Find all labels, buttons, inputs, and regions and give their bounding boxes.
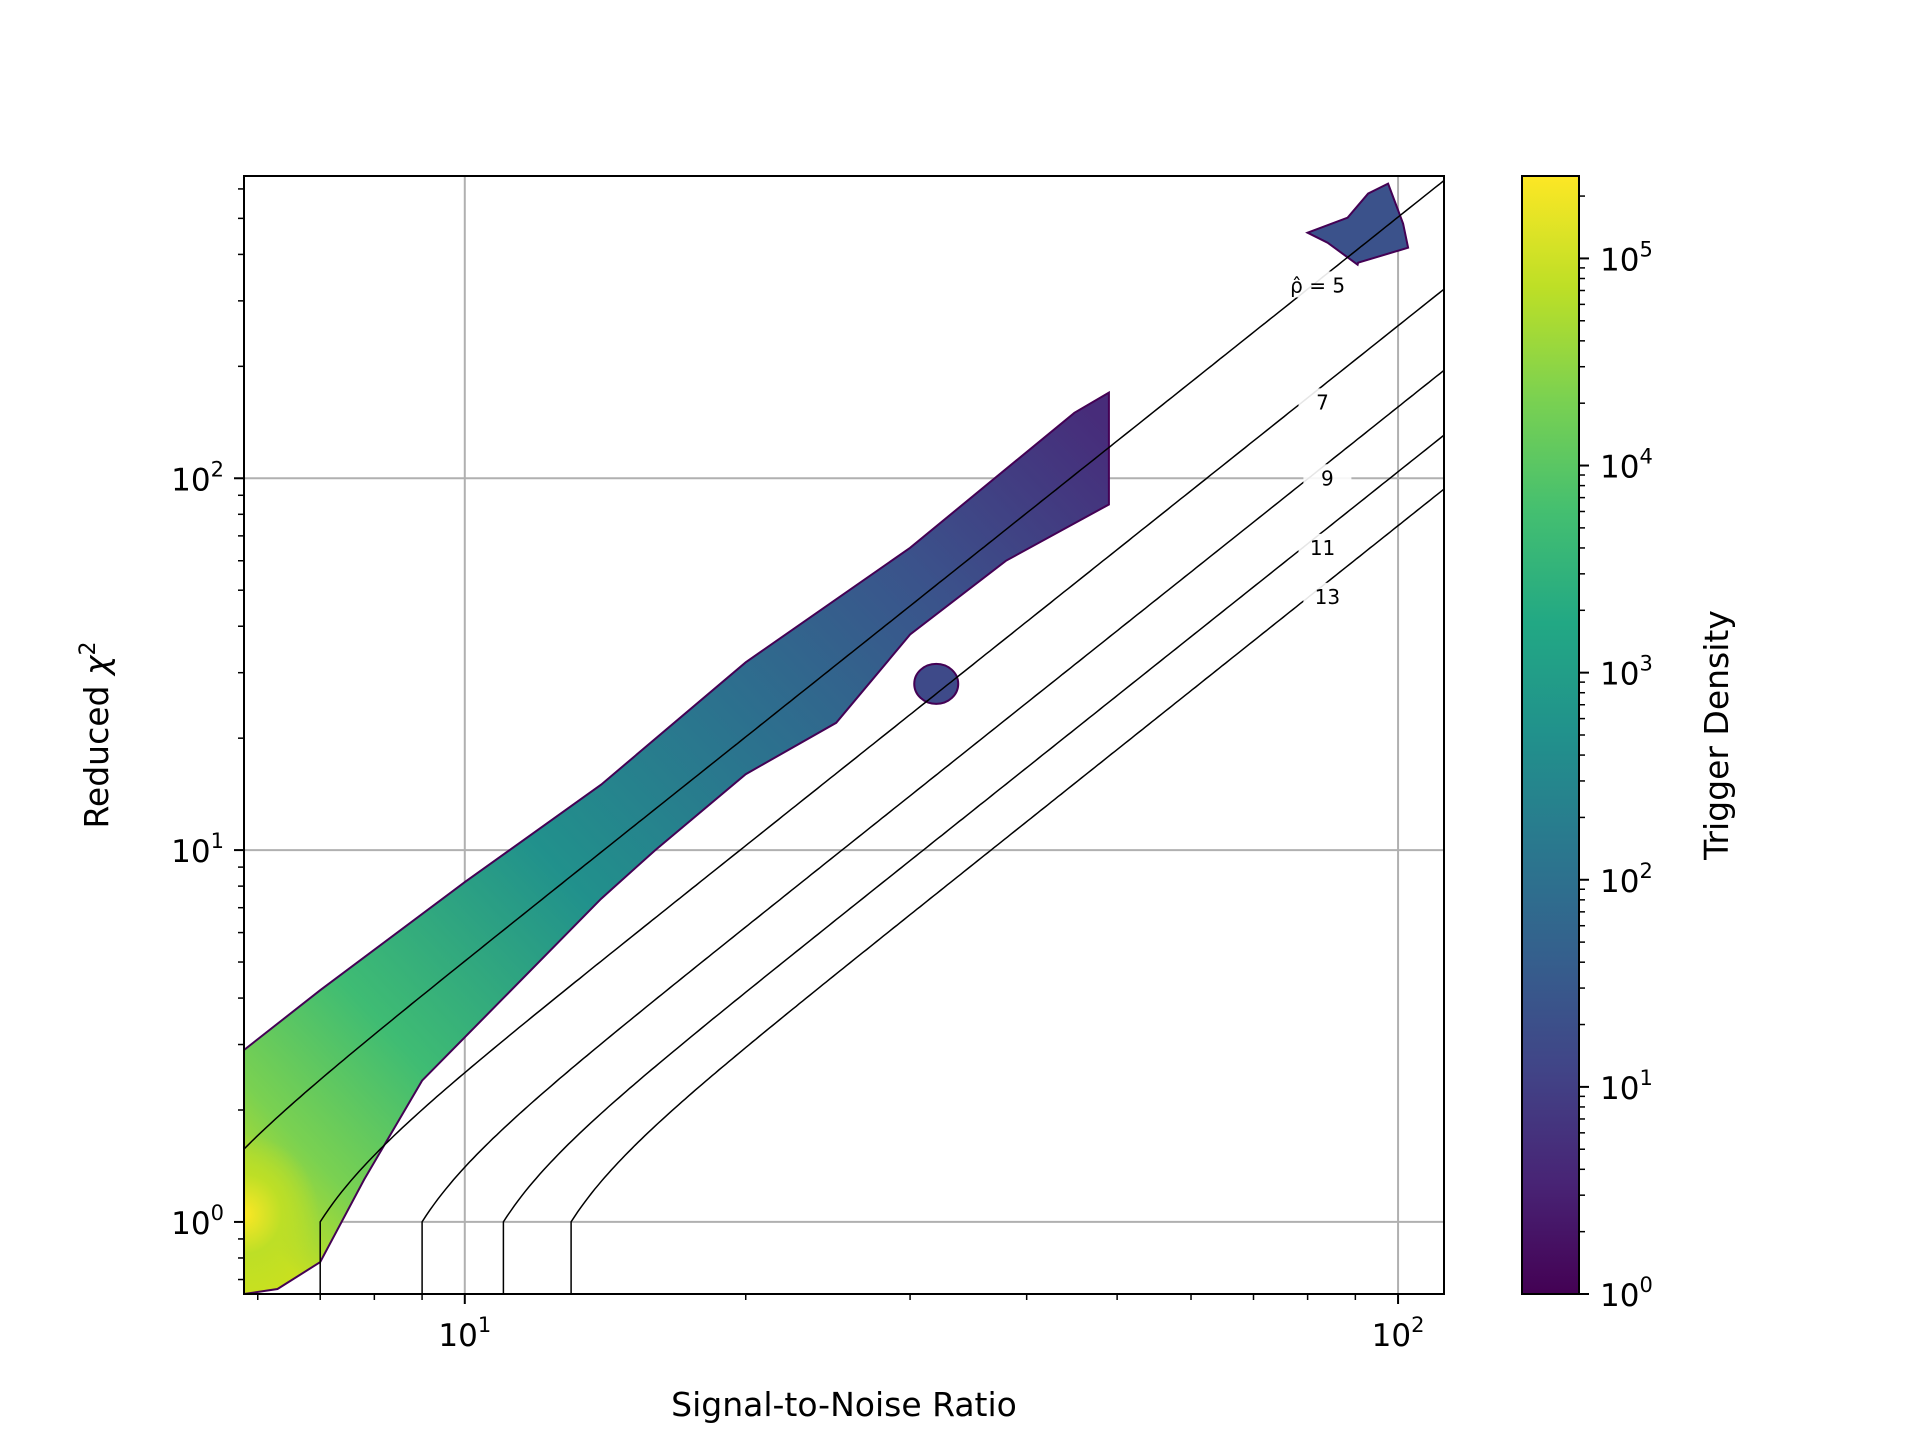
y-tick-label: 102 [171, 457, 224, 498]
density-map [244, 182, 1410, 1294]
plot-frame [243, 175, 1445, 1295]
density-band [244, 390, 1110, 1294]
colorbar-tick-label: 101 [1600, 1066, 1653, 1107]
colorbar-gradient [1521, 175, 1580, 1295]
contour-label-background [1293, 271, 1342, 298]
contour-line-rho-9 [421, 369, 1444, 1294]
contour-label-background [1303, 464, 1352, 491]
density-blob-mid [913, 662, 960, 705]
y-tick-label: 101 [171, 829, 224, 870]
density-peak [244, 1134, 319, 1294]
colorbar-tick-label: 105 [1600, 237, 1653, 278]
x-tick-label: 101 [438, 1313, 491, 1354]
contour-label-rho-7: 7 [1316, 390, 1329, 414]
contour-line-rho-11 [502, 434, 1444, 1294]
y-tick-label: 100 [171, 1201, 224, 1242]
contour-line-rho-5 [244, 179, 1444, 1151]
contour-label-background [1303, 582, 1352, 609]
contour-lines [244, 179, 1444, 1294]
contour-line-rho-7 [319, 288, 1444, 1294]
plot-area: ρ̂ = 5 7 9 11 13 101 102 100 101 102 [171, 175, 1445, 1354]
x-tick-label: 102 [1372, 1313, 1425, 1354]
contour-line-rho-13 [570, 488, 1444, 1294]
colorbar-tick-label: 103 [1600, 652, 1653, 693]
colorbar-tick-label: 104 [1600, 445, 1653, 486]
contour-label-rho-11: 11 [1310, 536, 1335, 560]
x-axis-label: Signal-to-Noise Ratio [671, 1385, 1017, 1424]
contour-label-background [1298, 533, 1347, 560]
colorbar-tick-label: 102 [1600, 859, 1653, 900]
colorbar-ticks: 100 101 102 103 104 105 [1579, 195, 1653, 1314]
x-axis-ticks: 101 102 [256, 1294, 1425, 1354]
density-blob-top [1305, 182, 1410, 267]
colorbar-label: Trigger Density [1697, 610, 1736, 861]
colorbar-tick-label: 100 [1600, 1273, 1653, 1314]
contour-label-rho-5: ρ̂ = 5 [1290, 273, 1345, 297]
contour-labels: ρ̂ = 5 7 9 11 13 [1290, 271, 1352, 609]
contour-label-rho-13: 13 [1315, 585, 1340, 609]
y-axis-ticks: 100 101 102 [171, 188, 244, 1281]
y-axis-label: Reduced χ2 [76, 641, 116, 828]
colorbar: 100 101 102 103 104 105 Trigger Density [1521, 175, 1736, 1314]
grid [244, 176, 1444, 1294]
contour-label-rho-9: 9 [1321, 466, 1334, 490]
contour-label-background [1298, 388, 1347, 415]
plot-background [244, 176, 1444, 1294]
